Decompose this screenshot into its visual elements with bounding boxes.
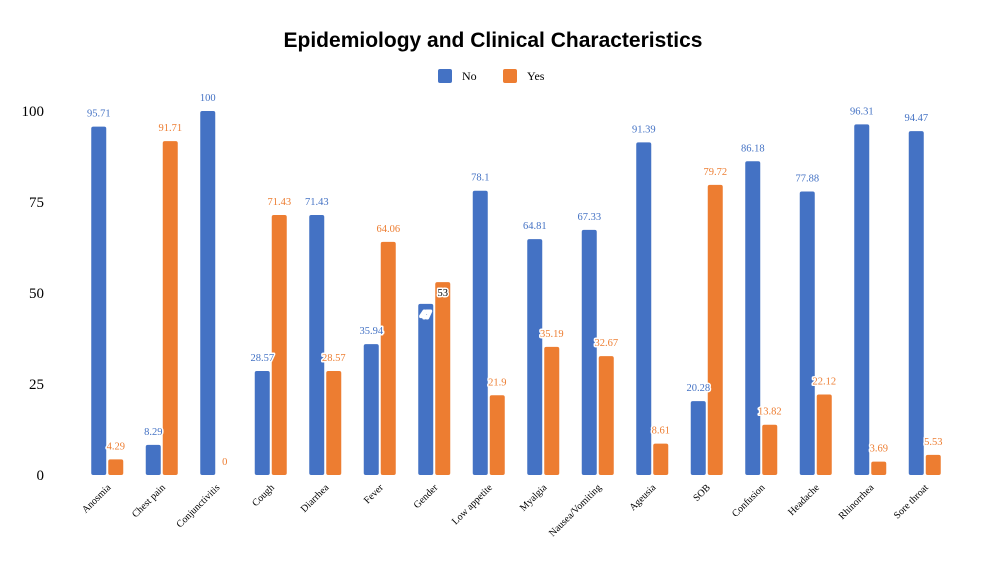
bar-yes-cough bbox=[271, 214, 287, 475]
bar-no-myalgia bbox=[527, 239, 543, 475]
y-tick-label: 75 bbox=[29, 195, 44, 211]
data-label-no: 71.43 bbox=[305, 197, 329, 208]
data-label-no: 95.71 bbox=[87, 109, 111, 120]
data-label-yes: 21.9 bbox=[488, 377, 506, 388]
x-tick-label: Anosmia bbox=[80, 482, 114, 516]
data-label-yes: 53 bbox=[438, 288, 449, 299]
chart-title: Epidemiology and Clinical Characteristic… bbox=[284, 29, 703, 52]
x-tick-label: Gender bbox=[412, 482, 441, 511]
data-label-yes: 3.69 bbox=[870, 444, 888, 455]
bars bbox=[91, 111, 941, 476]
bar-yes-sore-throat bbox=[925, 454, 941, 475]
x-tick-label: Headache bbox=[786, 482, 822, 518]
data-label-yes: 32.67 bbox=[594, 338, 618, 349]
bar-no-confusion bbox=[745, 161, 761, 475]
x-tick-label: Low appetite bbox=[450, 482, 495, 527]
bar-no-low-appetite bbox=[472, 190, 488, 475]
data-label-yes: 22.12 bbox=[812, 376, 836, 387]
bar-no-anosmia bbox=[91, 126, 107, 475]
bar-yes-sob bbox=[707, 184, 723, 475]
data-label-no: 100 bbox=[200, 93, 216, 104]
data-label-yes: 4.29 bbox=[107, 441, 125, 452]
data-label-yes: 64.06 bbox=[376, 224, 400, 235]
y-tick-label: 50 bbox=[29, 286, 44, 302]
data-label-yes: 0 bbox=[222, 457, 227, 468]
data-label-no: 94.47 bbox=[904, 113, 928, 124]
bar-no-conjunctivitis bbox=[200, 111, 216, 475]
bar-yes-fever bbox=[380, 241, 396, 475]
bar-no-chest-pain bbox=[145, 444, 161, 475]
x-tick-label: Myalgia bbox=[518, 482, 550, 514]
bar-yes-gender bbox=[435, 282, 451, 475]
x-tick-label: Sore throat bbox=[892, 482, 931, 521]
bar-yes-confusion bbox=[762, 424, 778, 475]
legend-label-yes: Yes bbox=[527, 69, 545, 83]
data-label-no: 20.28 bbox=[686, 383, 710, 394]
bar-no-ageusia bbox=[636, 142, 652, 475]
data-label-no: 47 bbox=[421, 310, 432, 321]
bar-yes-headache bbox=[816, 394, 832, 475]
data-label-yes: 71.43 bbox=[267, 197, 291, 208]
data-label-yes: 5.53 bbox=[924, 437, 942, 448]
legend-swatch-yes bbox=[503, 69, 517, 83]
data-labels: 95.71 4.29 8.29 91.71 100 0 28.57 71.43 71.43 28.… bbox=[85, 92, 944, 470]
data-label-no: 77.88 bbox=[795, 174, 819, 185]
data-label-yes: 13.82 bbox=[758, 407, 782, 418]
bar-yes-anosmia bbox=[108, 459, 124, 475]
legend-label-no: No bbox=[462, 69, 477, 83]
data-label-no: 8.29 bbox=[144, 427, 162, 438]
data-label-no: 86.18 bbox=[741, 143, 765, 154]
legend-swatch-no bbox=[438, 69, 452, 83]
x-tick-label: Confusion bbox=[730, 482, 767, 519]
y-axis: 0 25 50 75 100 bbox=[22, 104, 45, 484]
data-label-yes: 79.72 bbox=[703, 167, 727, 178]
x-tick-label: SOB bbox=[691, 482, 713, 504]
data-label-yes: 28.57 bbox=[322, 353, 346, 364]
data-label-yes: 8.61 bbox=[652, 426, 670, 437]
data-label-no: 91.39 bbox=[632, 124, 656, 135]
bar-yes-rhinorrhea bbox=[871, 461, 887, 475]
bar-no-sob bbox=[690, 401, 706, 475]
bar-no-headache bbox=[799, 191, 815, 476]
data-label-yes: 91.71 bbox=[158, 123, 182, 134]
y-tick-label: 0 bbox=[37, 468, 45, 484]
x-tick-label: Rhinorrhea bbox=[837, 482, 877, 522]
x-tick-label: Chest pain bbox=[130, 482, 168, 520]
x-tick-label: Cough bbox=[250, 482, 277, 509]
y-tick-label: 100 bbox=[22, 104, 45, 120]
data-label-no: 64.81 bbox=[523, 221, 547, 232]
bar-no-gender bbox=[418, 303, 434, 475]
data-label-no: 28.57 bbox=[250, 353, 274, 364]
bar-yes-chest-pain bbox=[162, 141, 178, 475]
x-tick-label: Ageusia bbox=[627, 482, 658, 513]
data-label-no: 35.94 bbox=[359, 326, 383, 337]
bar-no-fever bbox=[363, 344, 379, 475]
data-label-no: 67.33 bbox=[577, 212, 601, 223]
y-tick-label: 25 bbox=[29, 377, 44, 393]
bar-no-cough bbox=[254, 371, 270, 475]
x-tick-label: Nausea/Vomiting bbox=[547, 482, 604, 539]
bar-no-sore-throat bbox=[908, 131, 924, 475]
data-label-no: 78.1 bbox=[471, 173, 489, 184]
bar-no-nausea-vomiting bbox=[581, 229, 597, 475]
data-label-yes: 35.19 bbox=[540, 329, 564, 340]
legend: No Yes bbox=[438, 69, 545, 83]
bar-yes-nausea-vomiting bbox=[598, 356, 614, 475]
data-label-no: 96.31 bbox=[850, 106, 874, 117]
x-tick-label: Conjunctivitis bbox=[175, 482, 223, 530]
x-tick-label: Fever bbox=[362, 482, 386, 506]
bar-no-rhinorrhea bbox=[854, 124, 870, 475]
bar-yes-myalgia bbox=[544, 346, 560, 475]
bar-yes-ageusia bbox=[653, 443, 669, 475]
x-tick-label: Diarrhea bbox=[299, 482, 332, 515]
bar-no-diarrhea bbox=[309, 214, 325, 475]
x-axis: Anosmia Chest pain Conjunctivitis Cough Diar… bbox=[80, 482, 931, 539]
bar-yes-diarrhea bbox=[326, 371, 342, 475]
bar-yes-low-appetite bbox=[489, 395, 505, 475]
